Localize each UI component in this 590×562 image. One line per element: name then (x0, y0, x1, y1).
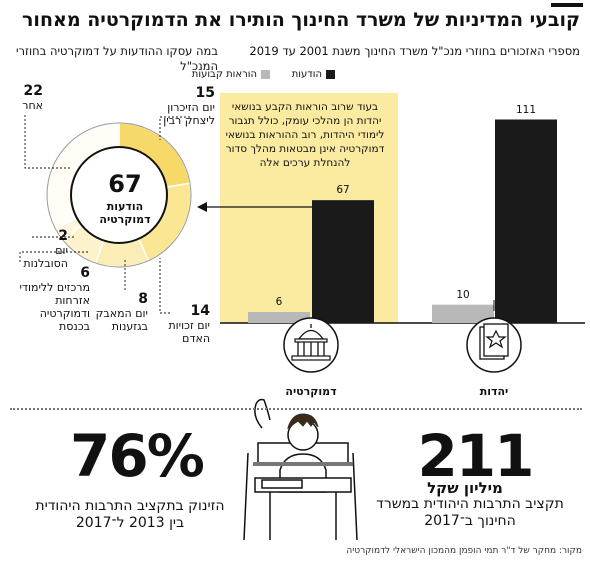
legend-label-standing: הוראות קבועות (191, 69, 257, 80)
book-star-icon (466, 300, 522, 373)
donut-outline (46, 122, 192, 268)
donut-leader-lines (19, 115, 190, 314)
stat-211-value: 211 (417, 422, 534, 490)
donut-label-other: 22 אחר (8, 83, 43, 112)
annotation-text: בעוד שרוב הוראות הקבע בנושאי יהדות הן מה… (225, 101, 385, 169)
bar-value-judaism-messages: 111 (515, 103, 537, 116)
title-accent-bar (551, 3, 583, 7)
donut-value-human-rights: 14 (190, 303, 210, 319)
parliament-icon (283, 317, 339, 373)
page-title: קובעי המדיניות של משרד החינוך הותירו את … (21, 9, 580, 31)
donut-value-knesset: 6 (80, 265, 90, 281)
donut-value-other: 22 (23, 83, 43, 99)
legend-item-messages: הודעות (292, 69, 335, 80)
section-divider (10, 408, 582, 410)
donut-text-knesset: מרכזים ללימודי אזרחות ודמוקרטיה בכנסת (19, 281, 90, 333)
donut-text-tolerance: יום הסובלנות (23, 244, 68, 270)
donut-chart-title: במה עסקו ההודעות על דמוקרטיה בחוזרי המנכ… (15, 44, 218, 73)
legend-swatch-standing (261, 70, 270, 79)
legend-swatch-messages (326, 70, 335, 79)
donut-label-tolerance: 2 יום הסובלנות (8, 228, 68, 270)
bar-judaism-messages (495, 119, 557, 323)
donut-hole (70, 146, 168, 244)
bar-chart-subtitle: מספרי האזכורים בחוזרי מנכ"ל משרד החינוך … (249, 44, 580, 58)
bar-democracy-messages (312, 200, 374, 323)
source-note: מקור: מחקר של ד"ר תמי הופמן מהמכון הישרא… (346, 546, 582, 556)
stat-211-label: תקציב התרבות היהודית במשרד החינוך ב־2017 (376, 496, 564, 529)
donut-label-human-rights: 14 יום זכויות האדם (150, 303, 210, 345)
donut-center-label: הודעות דמוקרטיה (99, 200, 151, 226)
donut-text-rabin: יום הזיכרון ליצחק רבין (163, 101, 215, 127)
donut-text-racism: יום המאבק בגזענות (95, 307, 148, 333)
stat-211-unit: מיליון שקל (427, 479, 503, 497)
donut-label-knesset: 6 מרכזים ללימודי אזרחות ודמוקרטיה בכנסת (8, 265, 90, 333)
donut-text-human-rights: יום זכויות האדם (168, 319, 210, 345)
bar-value-democracy-messages: 67 (336, 184, 350, 197)
donut-text-other: אחר (22, 99, 43, 112)
donut-label-racism: 8 יום המאבק בגזענות (88, 291, 148, 333)
donut-chart (46, 122, 192, 268)
stat-76-label: הזינוק בתקציב התרבות היהודית בין 2013 ל־… (35, 498, 225, 531)
student-raising-hand-icon (243, 398, 358, 541)
donut-value-racism: 8 (138, 291, 148, 307)
donut-value-rabin: 15 (195, 85, 215, 101)
connector-arrow-head (197, 202, 207, 212)
bar-value-judaism-standing: 10 (456, 288, 470, 301)
category-label-democracy: דמוקרטיה (285, 385, 337, 398)
bar-democracy-standing (248, 312, 310, 323)
category-label-judaism: יהדות (479, 385, 509, 398)
legend-item-standing: הוראות קבועות (192, 69, 270, 80)
stat-76-value: 76% (70, 422, 205, 490)
donut-value-tolerance: 2 (58, 228, 68, 244)
legend-label-messages: הודעות (291, 69, 322, 80)
bar-judaism-standing (432, 304, 494, 323)
bar-value-democracy-standing: 6 (275, 296, 283, 308)
donut-label-rabin: 15 יום הזיכרון ליצחק רבין (140, 85, 215, 127)
donut-center-total: 67 (108, 170, 142, 198)
